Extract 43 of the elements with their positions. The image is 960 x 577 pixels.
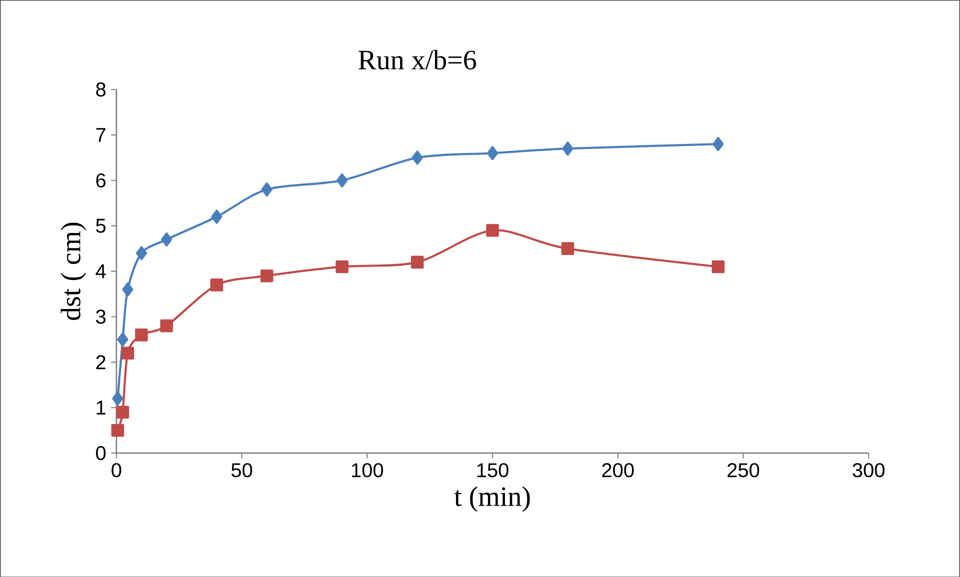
point: [211, 209, 222, 224]
x-tick-label: 150: [477, 462, 508, 478]
point: [135, 328, 148, 342]
point: [210, 278, 224, 292]
y-axis-title: dst ( cm): [60, 222, 86, 320]
x-tick-label: 50: [231, 462, 252, 478]
point: [122, 282, 134, 296]
point: [117, 332, 128, 346]
y-tick-label: 1: [96, 400, 106, 414]
chart-title: Run x/b=6: [358, 50, 476, 70]
point: [486, 224, 499, 237]
y-tick-label: 7: [96, 128, 106, 142]
y-tick-label: 5: [96, 218, 106, 233]
point: [136, 246, 148, 260]
y-tick-label: 0: [96, 446, 106, 460]
y-tick-label: 8: [96, 82, 106, 96]
point: [336, 173, 348, 188]
point: [562, 141, 574, 156]
x-tick-label: 200: [602, 462, 634, 478]
x-axis-title: t (min): [454, 486, 530, 512]
point: [486, 146, 498, 160]
point: [336, 260, 348, 273]
point: [116, 406, 130, 418]
point: [410, 256, 424, 268]
point: [260, 269, 274, 282]
point: [561, 242, 574, 255]
point: [112, 391, 124, 406]
point: [712, 136, 724, 151]
point: [261, 182, 272, 196]
y-tick-label: 6: [96, 173, 106, 188]
point: [712, 260, 725, 273]
x-tick-label: 300: [852, 462, 884, 478]
x-tick-label: 250: [728, 462, 760, 478]
point: [121, 346, 134, 360]
x-tick-label: 100: [352, 462, 384, 478]
y-tick-label: 4: [96, 264, 106, 278]
point: [161, 232, 172, 246]
y-tick-label: 2: [96, 354, 106, 369]
point: [412, 150, 423, 165]
y-tick-label: 3: [96, 309, 106, 324]
x-tick-label: 0: [112, 462, 122, 478]
point: [160, 319, 173, 332]
point: [111, 424, 124, 437]
